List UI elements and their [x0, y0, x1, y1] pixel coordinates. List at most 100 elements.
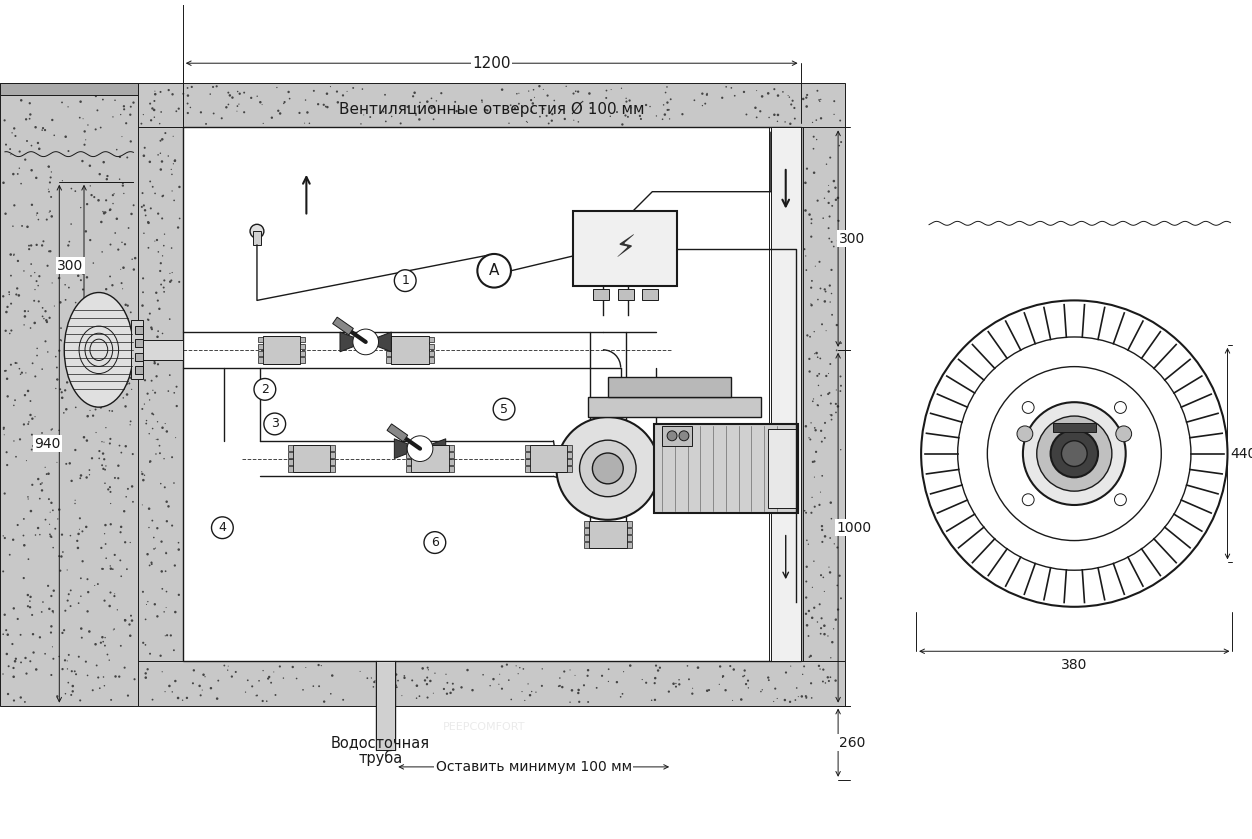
- Point: [140, 393, 160, 407]
- Point: [59, 235, 79, 248]
- Point: [376, 88, 396, 102]
- Point: [815, 284, 835, 298]
- Point: [148, 610, 168, 623]
- Point: [120, 339, 140, 352]
- Point: [138, 595, 158, 608]
- Point: [120, 108, 140, 122]
- Point: [110, 173, 130, 186]
- Point: [0, 565, 14, 578]
- Point: [309, 680, 329, 693]
- Point: [40, 311, 60, 325]
- Point: [134, 468, 154, 482]
- Point: [820, 210, 840, 223]
- Point: [4, 435, 24, 448]
- Point: [114, 375, 134, 388]
- Point: [0, 364, 15, 378]
- Point: [710, 659, 730, 673]
- Point: [1, 358, 21, 372]
- Point: [650, 661, 670, 675]
- Point: [820, 565, 840, 579]
- Point: [194, 668, 214, 681]
- Point: [120, 418, 140, 431]
- Point: [811, 92, 831, 106]
- Point: [133, 186, 153, 200]
- Point: [36, 213, 56, 227]
- Point: [165, 675, 185, 688]
- Point: [111, 520, 131, 534]
- Point: [73, 154, 93, 168]
- Point: [55, 687, 75, 701]
- Point: [150, 163, 170, 176]
- Point: [826, 383, 846, 397]
- Point: [15, 305, 35, 318]
- Circle shape: [264, 413, 285, 435]
- Point: [99, 404, 119, 418]
- Point: [139, 313, 159, 326]
- Point: [418, 661, 438, 675]
- Point: [516, 115, 536, 128]
- Bar: [448, 452, 453, 458]
- Point: [165, 431, 185, 445]
- Bar: [263, 336, 300, 363]
- Point: [146, 433, 167, 446]
- Point: [4, 199, 24, 212]
- Point: [572, 95, 592, 108]
- Point: [133, 473, 153, 487]
- Bar: [585, 529, 588, 534]
- Point: [821, 263, 841, 277]
- Point: [93, 447, 113, 461]
- Point: [795, 504, 815, 518]
- Point: [616, 109, 636, 122]
- Text: A: A: [490, 263, 500, 279]
- Point: [159, 680, 179, 693]
- Point: [739, 681, 759, 695]
- Point: [3, 126, 23, 139]
- Point: [498, 674, 518, 687]
- Point: [104, 590, 124, 603]
- Point: [813, 469, 833, 482]
- Point: [613, 665, 634, 679]
- Point: [26, 663, 46, 676]
- Point: [159, 500, 179, 513]
- Point: [151, 278, 172, 291]
- Point: [689, 661, 709, 675]
- Point: [81, 451, 101, 465]
- Point: [150, 86, 170, 99]
- Point: [39, 185, 59, 198]
- Bar: [0, 83, 139, 95]
- Point: [91, 541, 111, 555]
- Point: [775, 693, 795, 706]
- Point: [74, 263, 94, 276]
- Point: [70, 386, 90, 399]
- Point: [115, 613, 135, 627]
- Bar: [626, 522, 631, 527]
- Point: [121, 614, 141, 628]
- Point: [565, 669, 585, 682]
- Point: [99, 361, 119, 374]
- Point: [155, 481, 175, 494]
- Point: [23, 357, 43, 370]
- Point: [90, 168, 110, 181]
- Point: [150, 477, 170, 490]
- Bar: [769, 128, 803, 661]
- Bar: [448, 446, 453, 451]
- Point: [387, 680, 407, 694]
- Point: [806, 113, 826, 127]
- Point: [162, 451, 182, 464]
- Point: [197, 117, 217, 131]
- Point: [28, 206, 48, 220]
- Point: [156, 495, 177, 508]
- Point: [40, 175, 60, 189]
- Point: [0, 300, 18, 314]
- Point: [103, 189, 123, 202]
- Bar: [258, 344, 263, 349]
- Circle shape: [477, 254, 511, 288]
- Point: [775, 115, 795, 128]
- Point: [162, 242, 182, 255]
- Text: 1200: 1200: [472, 55, 511, 70]
- Point: [820, 408, 840, 421]
- Point: [821, 413, 841, 426]
- Bar: [567, 466, 572, 472]
- Point: [697, 87, 717, 101]
- Point: [476, 103, 496, 117]
